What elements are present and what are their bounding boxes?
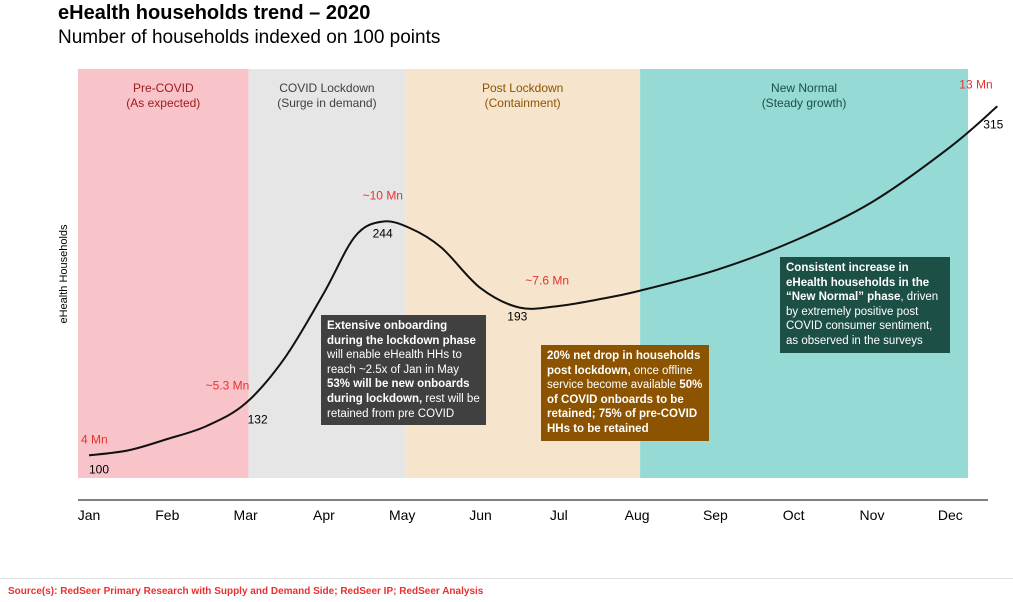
point-value-label: 193	[507, 309, 527, 323]
footer-divider	[0, 578, 1013, 579]
lockdown-callout-bold-2: 53% will be new onboards during lockdown…	[327, 378, 470, 405]
x-tick-label: Jul	[550, 507, 568, 523]
post-lockdown-callout: 20% net drop in households post lockdown…	[541, 345, 709, 441]
post-lockdown-callout-bold-2: 50% of COVID onboards to be retained; 75…	[547, 379, 703, 435]
phase-note-3: (Containment)	[485, 96, 561, 110]
phase-title-1: Pre-COVID	[133, 81, 194, 95]
phase-note-4: (Steady growth)	[762, 96, 847, 110]
x-tick-label: Dec	[938, 507, 963, 523]
point-value-label: 100	[89, 462, 109, 476]
lockdown-callout: Extensive onboarding during the lockdown…	[321, 315, 486, 426]
point-value-label: 132	[248, 412, 268, 426]
phase-note-2: (Surge in demand)	[277, 96, 376, 110]
trend-line	[88, 105, 998, 457]
x-tick-label: Jan	[78, 507, 101, 523]
x-tick-label: Jun	[469, 507, 492, 523]
phase-title-4: New Normal	[771, 81, 837, 95]
lockdown-callout-bold-1: Extensive onboarding during the lockdown…	[327, 320, 476, 347]
x-tick-label: Aug	[625, 507, 650, 523]
y-axis-label: eHealth Households	[58, 224, 70, 324]
page-subtitle: Number of households indexed on 100 poin…	[58, 27, 441, 48]
x-tick-label: May	[389, 507, 415, 523]
page-title: eHealth households trend – 2020	[58, 2, 371, 24]
point-value-label: 315	[983, 117, 1003, 131]
phase-title-2: COVID Lockdown	[279, 81, 374, 95]
lockdown-callout-text-2: rest will be retained from pre COVID	[327, 392, 480, 420]
point-value-label: 244	[373, 227, 393, 241]
point-households-label: ~7.6 Mn	[525, 273, 569, 287]
new-normal-callout-bold-1: Consistent increase in eHealth household…	[786, 262, 930, 304]
post-lockdown-callout-bold-1: 20% net drop in households post lockdown…	[547, 350, 701, 377]
x-tick-label: Mar	[234, 507, 258, 523]
x-tick-label: Nov	[860, 507, 885, 523]
new-normal-callout: Consistent increase in eHealth household…	[780, 257, 950, 353]
lockdown-callout-text-1: will enable eHealth HHs to reach ~2.5x o…	[327, 349, 462, 376]
source-note: Source(s): RedSeer Primary Research with…	[8, 586, 484, 597]
point-households-label: 4 Mn	[81, 432, 108, 446]
x-tick-label: Apr	[313, 507, 335, 523]
new-normal-callout-text-1: , driven by extremely positive post COVI…	[786, 291, 939, 347]
point-households-label: 13 Mn	[959, 77, 992, 91]
chart-axes: Jan Feb Mar Apr May Jun Jul Aug Sep Oct Nov Dec eHea…	[58, 224, 988, 523]
x-tick-label: Feb	[155, 507, 179, 523]
phase-band-1	[78, 69, 249, 478]
point-households-label: ~5.3 Mn	[206, 378, 250, 392]
x-tick-label: Sep	[703, 507, 728, 523]
phase-title-3: Post Lockdown	[482, 81, 563, 95]
point-households-label: ~10 Mn	[363, 189, 403, 203]
post-lockdown-callout-text-1: once offline service become available	[547, 364, 693, 392]
phase-note-1: (As expected)	[126, 96, 200, 110]
x-tick-label: Oct	[783, 507, 805, 523]
point-labels: 100 4 Mn 132 ~5.3 Mn 244 ~10 Mn 193 ~7.6 Mn 315 1…	[81, 77, 1004, 476]
